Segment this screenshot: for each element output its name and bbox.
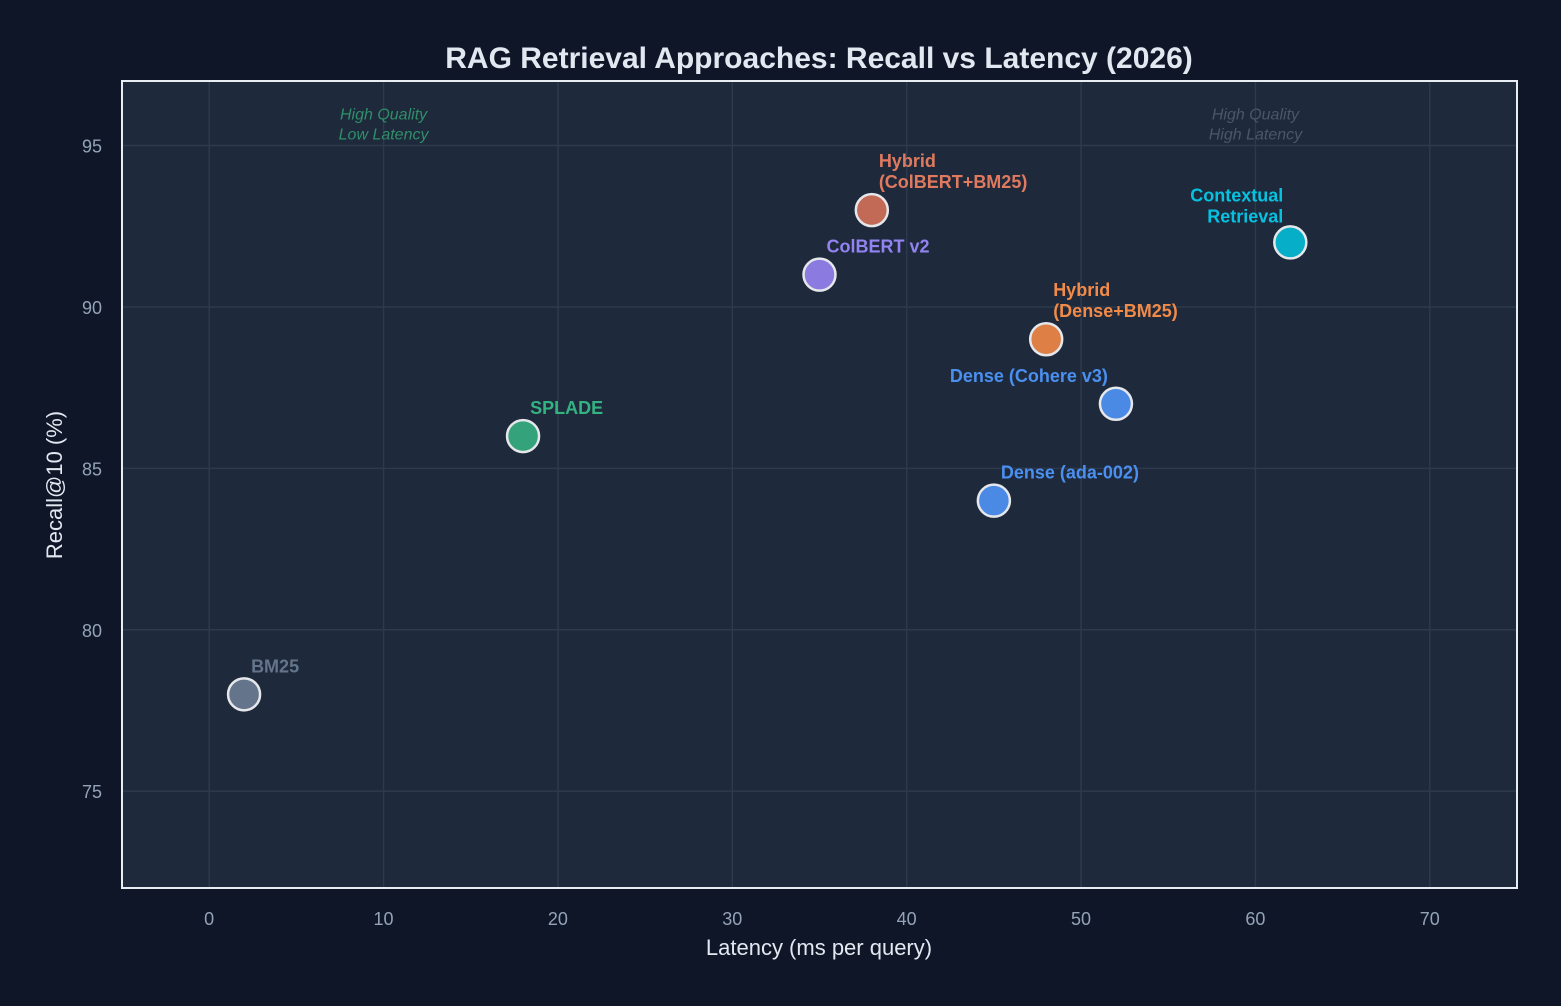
plot-frame (121, 80, 1518, 889)
y-tick-labels: 75 80 85 90 95 (82, 137, 102, 803)
label-line: Dense (Cohere v3) (950, 366, 1108, 386)
label-line: Dense (ada-002) (1001, 463, 1139, 483)
x-axis-label: Latency (ms per query) (706, 935, 932, 960)
annotation-line: High Latency (1209, 126, 1303, 143)
y-tick-label: 90 (82, 298, 102, 318)
data-point (1098, 386, 1134, 422)
y-tick-label: 95 (82, 137, 102, 157)
point-label: ColBERT v2 (827, 237, 930, 257)
x-tick-label: 70 (1420, 909, 1440, 929)
data-point (976, 483, 1012, 518)
quadrant-annotation: High Quality High Latency (1209, 106, 1303, 143)
point-label: Dense (Cohere v3) (950, 366, 1108, 386)
x-tick-labels: 0 10 20 30 40 50 60 70 (204, 909, 1440, 929)
y-axis-label: Recall@10 (%) (42, 411, 67, 559)
point-label: Hybrid (Dense+BM25) (1053, 280, 1178, 321)
point-label: Contextual Retrieval (1190, 185, 1283, 226)
y-tick-label: 75 (82, 782, 102, 802)
x-tick-label: 60 (1245, 909, 1265, 929)
label-line: (Dense+BM25) (1053, 301, 1178, 321)
data-point (854, 192, 890, 228)
annotation-line: High Quality (1212, 106, 1300, 123)
label-line: Hybrid (879, 151, 936, 171)
x-tick-label: 20 (548, 909, 568, 929)
label-line: ColBERT v2 (827, 237, 930, 257)
label-line: SPLADE (530, 398, 603, 418)
x-tick-label: 10 (374, 909, 394, 929)
data-point (1028, 321, 1064, 357)
label-line: Retrieval (1207, 206, 1283, 226)
grid (122, 81, 1517, 888)
data-point (802, 257, 837, 292)
annotation-line: High Quality (340, 106, 428, 123)
point-label: SPLADE (530, 398, 603, 418)
label-line: (ColBERT+BM25) (879, 172, 1028, 192)
label-line: Contextual (1190, 185, 1283, 205)
plot-background (122, 81, 1517, 888)
point-label: Dense (ada-002) (1001, 463, 1139, 483)
data-point (1273, 225, 1308, 260)
point-label: BM25 (251, 656, 299, 676)
x-tick-label: 40 (897, 909, 917, 929)
data-point (226, 677, 262, 712)
quadrant-annotation: High Quality Low Latency (339, 106, 430, 143)
chart-title: RAG Retrieval Approaches: Recall vs Late… (445, 42, 1193, 75)
y-tick-label: 80 (82, 621, 102, 641)
annotation-line: Low Latency (339, 126, 430, 143)
x-tick-label: 50 (1071, 909, 1091, 929)
label-line: Hybrid (1053, 280, 1110, 300)
y-tick-label: 85 (82, 459, 102, 479)
point-label: Hybrid (ColBERT+BM25) (879, 151, 1028, 192)
x-tick-label: 30 (722, 909, 742, 929)
x-tick-label: 0 (204, 909, 214, 929)
data-point (505, 418, 541, 454)
label-line: BM25 (251, 656, 299, 676)
